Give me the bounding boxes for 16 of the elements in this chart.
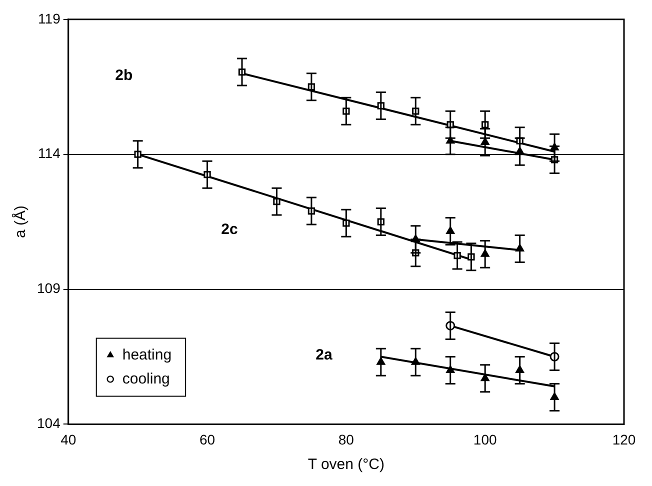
x-tick-label: 40 bbox=[60, 431, 76, 448]
x-tick-label: 60 bbox=[199, 431, 216, 448]
y-axis-title: a (Å) bbox=[11, 206, 30, 238]
x-tick-label: 100 bbox=[473, 431, 497, 448]
annotation: 2a bbox=[316, 346, 333, 364]
annotation: 2c bbox=[221, 221, 238, 238]
x-axis-title: T oven (°C) bbox=[308, 456, 384, 474]
y-tick-label: 109 bbox=[37, 280, 61, 296]
legend-label: heating bbox=[122, 346, 172, 364]
x-tick-label: 120 bbox=[612, 431, 636, 448]
x-tick-label: 80 bbox=[338, 431, 354, 448]
y-tick-label: 119 bbox=[38, 10, 61, 26]
y-tick-label: 114 bbox=[38, 145, 61, 162]
legend-label: cooling bbox=[122, 370, 170, 388]
annotation: 2b bbox=[115, 67, 133, 84]
y-tick-label: 104 bbox=[37, 415, 61, 432]
